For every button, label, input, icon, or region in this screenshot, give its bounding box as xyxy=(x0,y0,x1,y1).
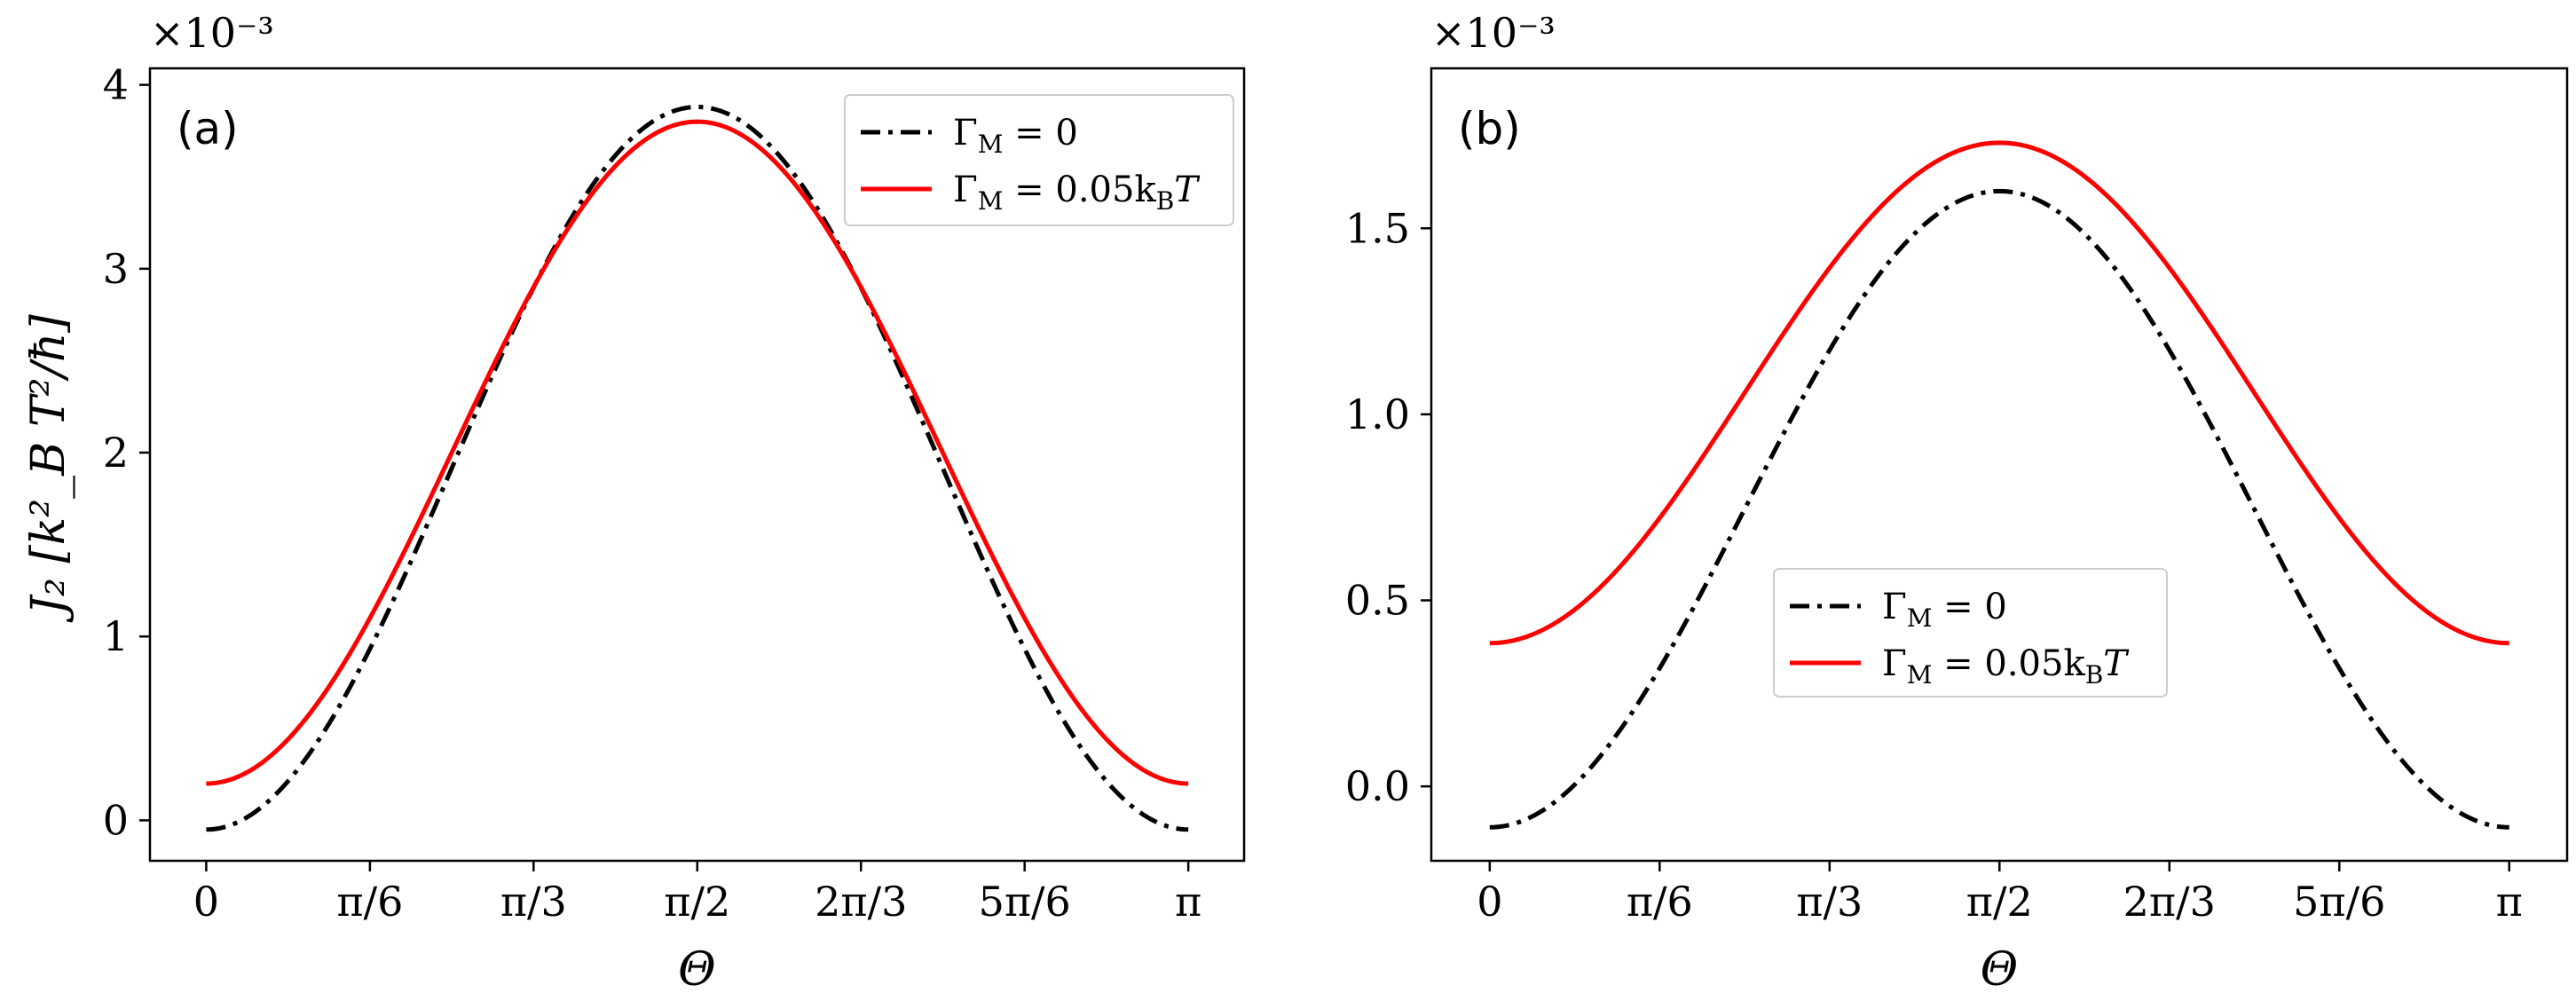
legend-box xyxy=(844,94,1234,226)
axis-multiplier: ×10⁻³ xyxy=(1431,9,1556,57)
x-axis-label: Θ xyxy=(678,943,716,997)
panel-a: 0 π/6 π/3 π/2 2π/3 5π/6 π 0 1 2 3 4 ×10⁻³ Θ J₂ [k²_B T… xyxy=(22,9,1246,997)
y-tick-label: 0.0 xyxy=(1345,762,1410,810)
legend-label-gamma-005: ΓM = 0.05kBT xyxy=(1882,643,2130,690)
y-tick-label: 1.0 xyxy=(1345,390,1410,438)
legend-box xyxy=(1773,568,2168,698)
legend: ΓM = 0 ΓM = 0.05kBT xyxy=(1773,568,2168,698)
legend-label-gamma-0: ΓM = 0 xyxy=(953,113,1078,159)
y-tick-label: 3 xyxy=(103,245,129,293)
y-axis-label: J₂ [k²_B T²/ħ] xyxy=(22,314,75,623)
y-tick-label: 1 xyxy=(103,612,129,660)
y-tick-label: 1.5 xyxy=(1345,204,1410,252)
x-tick-label: π xyxy=(1175,878,1201,926)
x-axis-label: Θ xyxy=(1981,943,2019,997)
y-tick-label: 2 xyxy=(103,429,129,477)
x-tick-label: π/3 xyxy=(1796,878,1863,926)
x-tick-label: π/3 xyxy=(500,878,567,926)
legend-label-gamma-0: ΓM = 0 xyxy=(1882,587,2007,633)
x-tick-label: 5π/6 xyxy=(2293,878,2385,926)
y-tick-label: 0.5 xyxy=(1345,577,1410,625)
series-line-gamma-005 xyxy=(206,119,1189,786)
x-tick-label: 0 xyxy=(193,878,219,926)
series-line-gamma-0 xyxy=(206,105,1189,832)
panel-label: (a) xyxy=(177,103,239,154)
x-tick-label: 2π/3 xyxy=(2123,878,2216,926)
x-tick-label: π xyxy=(2496,878,2523,926)
legend-label-gamma-005: ΓM = 0.05kBT xyxy=(953,169,1201,216)
y-tick-label: 4 xyxy=(103,61,129,109)
x-tick-label: 5π/6 xyxy=(979,878,1071,926)
panel-b: 0 π/6 π/3 π/2 2π/3 5π/6 π 0.0 0.5 1.0 1.5 ×10⁻³ Θ (b)… xyxy=(1345,9,2569,997)
legend: ΓM = 0 ΓM = 0.05kBT xyxy=(844,94,1234,226)
axes-frame xyxy=(1430,67,2569,863)
x-tick-label: π/6 xyxy=(336,878,403,926)
x-tick-label: 0 xyxy=(1477,878,1502,926)
axis-multiplier: ×10⁻³ xyxy=(150,9,274,57)
series-line-gamma-0 xyxy=(1489,188,2509,830)
x-tick-label: π/2 xyxy=(1966,878,2033,926)
x-tick-label: 2π/3 xyxy=(815,878,907,926)
x-tick-label: π/2 xyxy=(664,878,730,926)
x-tick-label: π/6 xyxy=(1627,878,1693,926)
panel-label: (b) xyxy=(1458,103,1521,154)
y-tick-label: 0 xyxy=(103,796,129,844)
series-line-gamma-005 xyxy=(1489,140,2509,646)
